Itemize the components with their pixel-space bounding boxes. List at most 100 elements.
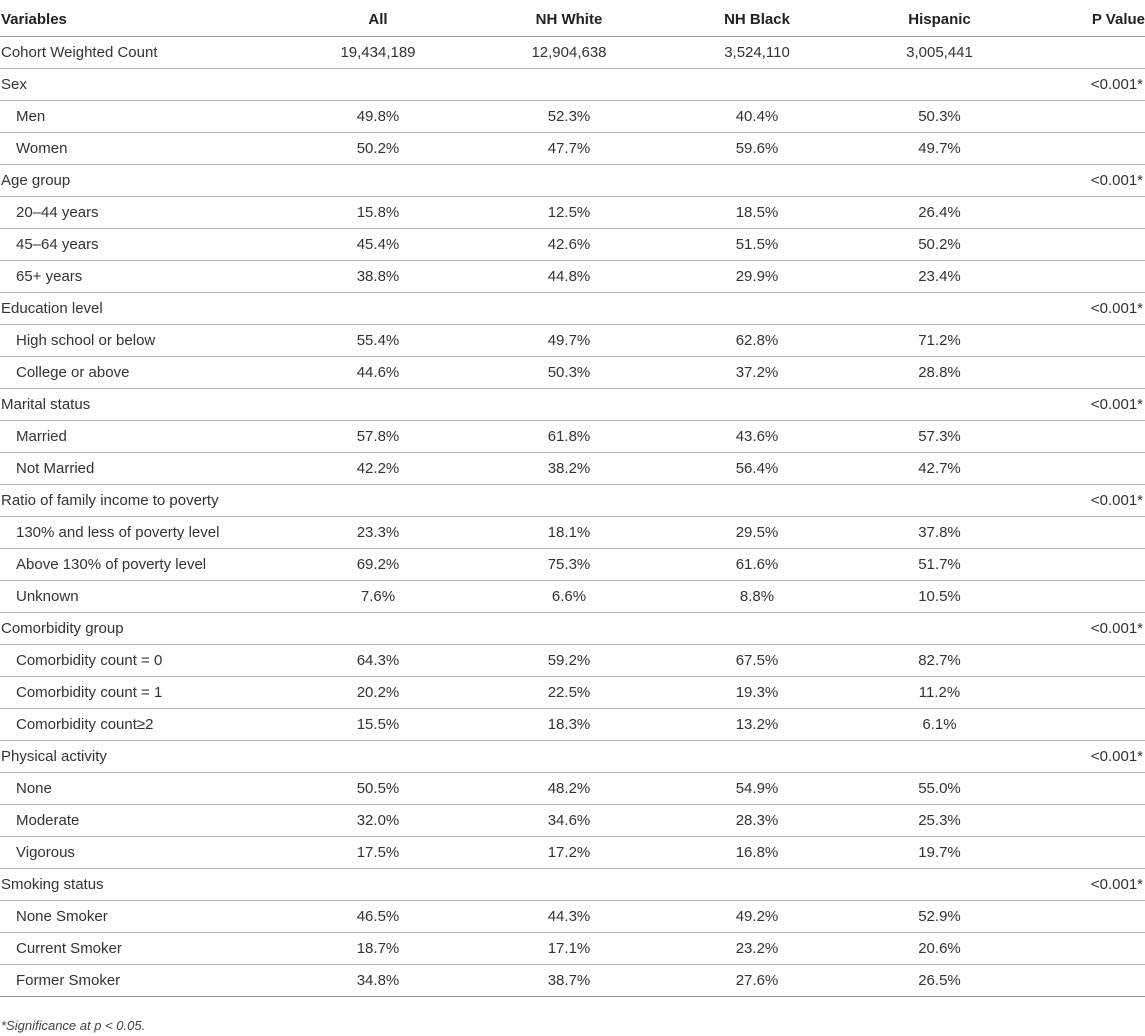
nh-black-cell: 23.2% bbox=[672, 932, 842, 965]
column-header-variables: Variables bbox=[0, 2, 290, 37]
hispanic-cell bbox=[842, 740, 1037, 773]
variable-cell: Ratio of family income to poverty bbox=[0, 484, 290, 517]
p-value-cell bbox=[1037, 516, 1145, 549]
nh-black-cell: 67.5% bbox=[672, 644, 842, 677]
hispanic-cell: 37.8% bbox=[842, 516, 1037, 549]
variable-cell: 65+ years bbox=[0, 260, 290, 293]
all-cell: 64.3% bbox=[290, 644, 466, 677]
nh-white-cell bbox=[466, 292, 672, 325]
column-header-nh-white: NH White bbox=[466, 2, 672, 37]
hispanic-cell: 57.3% bbox=[842, 420, 1037, 453]
variable-cell: Sex bbox=[0, 68, 290, 101]
variable-cell: Comorbidity count≥2 bbox=[0, 708, 290, 741]
table-row-subcategory: 20–44 years 15.8% 12.5% 18.5% 26.4% bbox=[0, 196, 1145, 229]
nh-black-cell: 19.3% bbox=[672, 676, 842, 709]
p-value-cell: <0.001* bbox=[1037, 388, 1145, 421]
table-row-subcategory: Married 57.8% 61.8% 43.6% 57.3% bbox=[0, 420, 1145, 453]
variable-cell: Married bbox=[0, 420, 290, 453]
variable-cell: Cohort Weighted Count bbox=[0, 36, 290, 69]
demographics-table: Variables All NH White NH Black Hispanic… bbox=[0, 2, 1145, 997]
nh-white-cell: 38.2% bbox=[466, 452, 672, 485]
p-value-cell: <0.001* bbox=[1037, 868, 1145, 901]
p-value-cell bbox=[1037, 772, 1145, 805]
hispanic-cell: 49.7% bbox=[842, 132, 1037, 165]
p-value-cell bbox=[1037, 644, 1145, 677]
nh-black-cell: 13.2% bbox=[672, 708, 842, 741]
all-cell bbox=[290, 292, 466, 325]
all-cell: 18.7% bbox=[290, 932, 466, 965]
nh-white-cell bbox=[466, 68, 672, 101]
column-header-p-value: P Value bbox=[1037, 2, 1145, 37]
all-cell: 46.5% bbox=[290, 900, 466, 933]
variable-cell: College or above bbox=[0, 356, 290, 389]
nh-white-cell: 75.3% bbox=[466, 548, 672, 581]
p-value-cell bbox=[1037, 708, 1145, 741]
nh-white-cell bbox=[466, 868, 672, 901]
hispanic-cell: 28.8% bbox=[842, 356, 1037, 389]
hispanic-cell: 55.0% bbox=[842, 772, 1037, 805]
hispanic-cell bbox=[842, 68, 1037, 101]
variable-cell: Comorbidity count = 1 bbox=[0, 676, 290, 709]
p-value-cell bbox=[1037, 676, 1145, 709]
hispanic-cell: 50.2% bbox=[842, 228, 1037, 261]
nh-white-cell bbox=[466, 740, 672, 773]
hispanic-cell bbox=[842, 164, 1037, 197]
p-value-cell bbox=[1037, 356, 1145, 389]
p-value-cell bbox=[1037, 836, 1145, 869]
variable-cell: Moderate bbox=[0, 804, 290, 837]
all-cell: 38.8% bbox=[290, 260, 466, 293]
hispanic-cell: 26.5% bbox=[842, 964, 1037, 997]
variable-cell: Education level bbox=[0, 292, 290, 325]
all-cell: 69.2% bbox=[290, 548, 466, 581]
p-value-cell: <0.001* bbox=[1037, 164, 1145, 197]
all-cell: 20.2% bbox=[290, 676, 466, 709]
all-cell: 17.5% bbox=[290, 836, 466, 869]
nh-black-cell: 27.6% bbox=[672, 964, 842, 997]
hispanic-cell bbox=[842, 868, 1037, 901]
nh-white-cell: 6.6% bbox=[466, 580, 672, 613]
nh-black-cell: 18.5% bbox=[672, 196, 842, 229]
p-value-cell bbox=[1037, 452, 1145, 485]
p-value-cell: <0.001* bbox=[1037, 68, 1145, 101]
table-row-category: Smoking status <0.001* bbox=[0, 868, 1145, 901]
variable-cell: Smoking status bbox=[0, 868, 290, 901]
hispanic-cell: 52.9% bbox=[842, 900, 1037, 933]
table-row-subcategory: Moderate 32.0% 34.6% 28.3% 25.3% bbox=[0, 804, 1145, 837]
table-row-category: Sex <0.001* bbox=[0, 68, 1145, 101]
all-cell bbox=[290, 164, 466, 197]
table-body: Cohort Weighted Count 19,434,189 12,904,63… bbox=[0, 36, 1145, 997]
variable-cell: Not Married bbox=[0, 452, 290, 485]
variable-cell: Former Smoker bbox=[0, 964, 290, 997]
nh-black-cell bbox=[672, 164, 842, 197]
hispanic-cell: 71.2% bbox=[842, 324, 1037, 357]
table-row-subcategory: 45–64 years 45.4% 42.6% 51.5% 50.2% bbox=[0, 228, 1145, 261]
hispanic-cell: 26.4% bbox=[842, 196, 1037, 229]
table-row-subcategory: Comorbidity count = 0 64.3% 59.2% 67.5% 82.7… bbox=[0, 644, 1145, 677]
column-header-hispanic: Hispanic bbox=[842, 2, 1037, 37]
all-cell: 15.5% bbox=[290, 708, 466, 741]
p-value-cell bbox=[1037, 900, 1145, 933]
nh-black-cell: 28.3% bbox=[672, 804, 842, 837]
nh-black-cell bbox=[672, 292, 842, 325]
nh-black-cell: 3,524,110 bbox=[672, 36, 842, 69]
table-row-subcategory: Not Married 42.2% 38.2% 56.4% 42.7% bbox=[0, 452, 1145, 485]
variable-cell: Current Smoker bbox=[0, 932, 290, 965]
variable-cell: Physical activity bbox=[0, 740, 290, 773]
table-row-subcategory: None Smoker 46.5% 44.3% 49.2% 52.9% bbox=[0, 900, 1145, 933]
nh-white-cell: 61.8% bbox=[466, 420, 672, 453]
variable-cell: Men bbox=[0, 100, 290, 133]
table-row-category: Ratio of family income to poverty <0.001* bbox=[0, 484, 1145, 517]
table-row-category: Physical activity <0.001* bbox=[0, 740, 1145, 773]
nh-black-cell: 29.9% bbox=[672, 260, 842, 293]
hispanic-cell: 11.2% bbox=[842, 676, 1037, 709]
all-cell: 44.6% bbox=[290, 356, 466, 389]
variable-cell: High school or below bbox=[0, 324, 290, 357]
nh-white-cell: 38.7% bbox=[466, 964, 672, 997]
all-cell: 32.0% bbox=[290, 804, 466, 837]
p-value-cell: <0.001* bbox=[1037, 484, 1145, 517]
table-row-subcategory: Former Smoker 34.8% 38.7% 27.6% 26.5% bbox=[0, 964, 1145, 997]
all-cell: 15.8% bbox=[290, 196, 466, 229]
all-cell: 50.2% bbox=[290, 132, 466, 165]
nh-white-cell: 44.8% bbox=[466, 260, 672, 293]
